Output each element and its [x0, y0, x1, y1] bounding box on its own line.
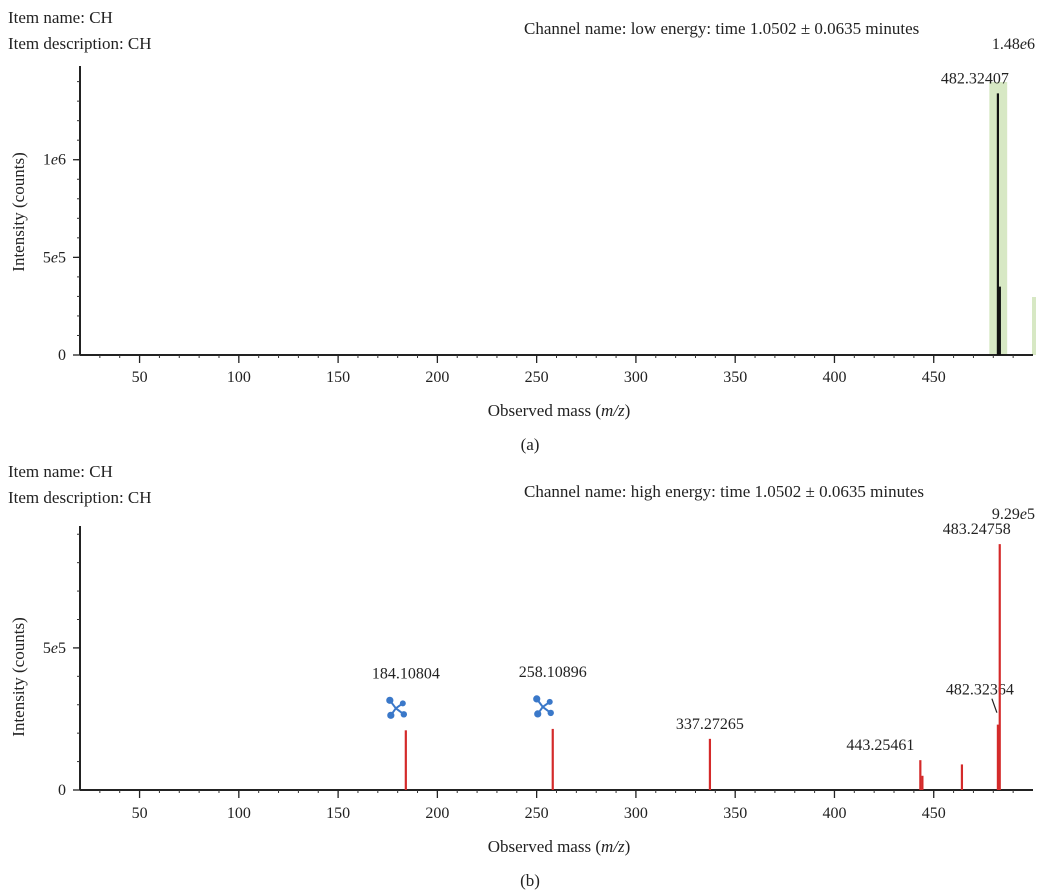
x-tick-label-b: 200	[425, 805, 449, 822]
molecule-atom	[534, 710, 542, 718]
molecule-atom	[387, 711, 395, 719]
item-description-a: Item description: CH	[8, 34, 152, 53]
molecule-atom	[400, 711, 408, 718]
item-name-a: Item name: CH	[8, 8, 113, 27]
panel-label-b: (b)	[520, 871, 540, 890]
peak-label-b: 443.25461	[846, 737, 914, 754]
x-tick-label-a: 150	[326, 369, 350, 386]
x-tick-label-b: 50	[132, 805, 148, 822]
peak-label-b: 483.24758	[943, 521, 1011, 538]
plot-area-b: 50 100 150 200 250 300 350 400 450 0 5e5 9.29e5 184.…	[43, 506, 1035, 822]
molecule-atom	[533, 695, 541, 703]
peak-label-b: 258.10896	[519, 664, 587, 681]
x-tick-label-b: 150	[326, 805, 350, 822]
channel-name-b: Channel name: high energy: time 1.0502 ±…	[524, 482, 924, 501]
x-tick-label-a: 250	[525, 369, 549, 386]
x-axis-label-b: Observed mass (m/z)	[488, 837, 631, 856]
max-intensity-label-b: 9.29e5	[992, 506, 1035, 523]
x-tick-label-a: 50	[132, 369, 148, 386]
y-axis-label-b: Intensity (counts)	[9, 617, 28, 736]
x-tick-label-a: 400	[822, 369, 846, 386]
x-tick-label-b: 100	[227, 805, 251, 822]
peak-label-b: 184.10804	[372, 665, 440, 682]
panel-label-a: (a)	[521, 435, 540, 454]
peak-label-b: 337.27265	[676, 716, 744, 733]
y-axis-label-a: Intensity (counts)	[9, 152, 28, 271]
peak-label-b: 482.32364	[946, 682, 1014, 699]
x-tick-label-a: 100	[227, 369, 251, 386]
y-tick-label-b: 0	[58, 782, 66, 799]
x-tick-label-a: 200	[425, 369, 449, 386]
panel-b: Item name: CH Item description: CH Chann…	[8, 462, 1035, 890]
x-tick-label-a: 350	[723, 369, 747, 386]
x-tick-label-a: 450	[922, 369, 946, 386]
channel-name-a: Channel name: low energy: time 1.0502 ± …	[524, 19, 919, 38]
y-tick-label-a: 5e5	[43, 249, 66, 266]
x-tick-label-b: 350	[723, 805, 747, 822]
x-axis-label-a: Observed mass (m/z)	[488, 401, 631, 420]
y-tick-label-b: 5e5	[43, 640, 66, 657]
molecule-atom	[546, 698, 553, 705]
max-intensity-label-a: 1.48e6	[992, 36, 1035, 53]
x-tick-label-b: 250	[525, 805, 549, 822]
x-tick-label-b: 450	[922, 805, 946, 822]
item-name-b: Item name: CH	[8, 462, 113, 481]
molecule-atom	[386, 696, 394, 704]
x-tick-label-b: 300	[624, 805, 648, 822]
panel-a: Item name: CH Item description: CH Chann…	[8, 8, 1036, 454]
molecule-icon	[386, 696, 408, 719]
molecule-atom	[399, 700, 406, 707]
item-description-b: Item description: CH	[8, 488, 152, 507]
peak-label-a: 482.32407	[941, 70, 1009, 87]
x-tick-label-a: 300	[624, 369, 648, 386]
molecule-icon	[533, 695, 554, 718]
molecule-atom	[547, 709, 554, 717]
plot-area-a: 50 100 150 200 250 300 350 400 450 0 5e5 1e6 1.48e6 4…	[43, 36, 1036, 386]
highlight-edge-a	[1032, 297, 1036, 355]
y-tick-label-a: 1e6	[43, 152, 66, 169]
x-tick-label-b: 400	[822, 805, 846, 822]
y-tick-label-a: 0	[58, 347, 66, 364]
leader-line-b	[991, 698, 998, 713]
